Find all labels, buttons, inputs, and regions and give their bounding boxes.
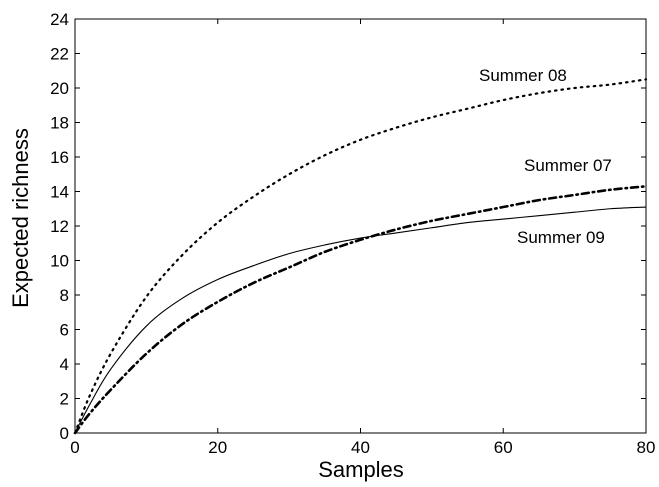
x-tick-label: 60 [494, 438, 513, 457]
x-tick-label: 20 [208, 438, 227, 457]
y-tick-label: 20 [50, 79, 69, 98]
y-tick-label: 0 [60, 424, 69, 443]
x-tick-label: 0 [70, 438, 79, 457]
y-tick-label: 18 [50, 114, 69, 133]
y-tick-label: 16 [50, 148, 69, 167]
series-line-summer-08 [75, 79, 646, 433]
y-tick-label: 8 [60, 286, 69, 305]
y-tick-label: 14 [50, 183, 69, 202]
y-axis-label: Expected richness [8, 128, 33, 308]
series-line-summer-07 [75, 186, 646, 433]
series-label: Summer 09 [517, 228, 605, 247]
x-axis-label: Samples [318, 457, 404, 482]
y-tick-label: 6 [60, 321, 69, 340]
series-label: Summer 08 [479, 66, 567, 85]
x-tick-label: 40 [351, 438, 370, 457]
y-tick-label: 2 [60, 390, 69, 409]
y-tick-label: 12 [50, 217, 69, 236]
y-tick-label: 22 [50, 45, 69, 64]
y-tick-label: 24 [50, 10, 69, 29]
x-tick-label: 80 [637, 438, 656, 457]
y-tick-label: 10 [50, 252, 69, 271]
series-label: Summer 07 [524, 156, 612, 175]
y-tick-label: 4 [60, 355, 69, 374]
